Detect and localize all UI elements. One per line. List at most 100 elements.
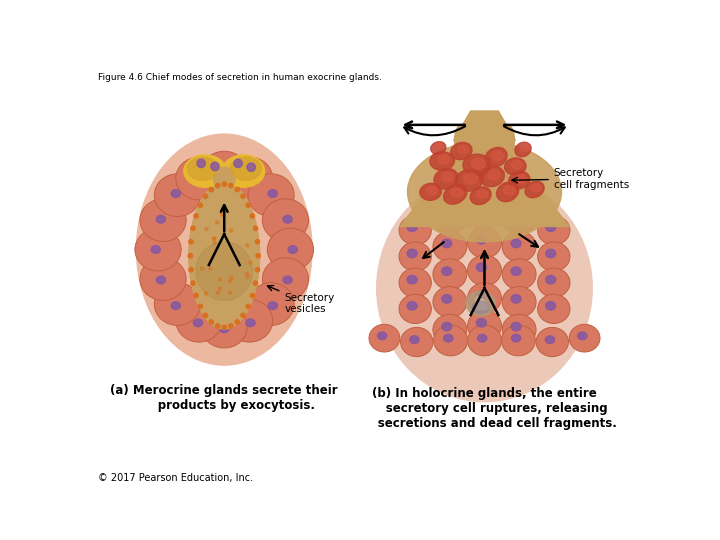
Ellipse shape [477,297,484,310]
Ellipse shape [505,158,526,175]
Ellipse shape [511,212,521,220]
Ellipse shape [477,208,487,216]
Circle shape [251,214,255,218]
Ellipse shape [154,282,200,326]
Ellipse shape [444,184,467,204]
Circle shape [213,237,216,240]
Polygon shape [400,142,570,226]
Ellipse shape [477,334,487,342]
Ellipse shape [485,147,507,167]
Text: (a) Merocrine glands secrete their
      products by exocytosis.: (a) Merocrine glands secrete their produ… [110,384,338,413]
Ellipse shape [399,268,431,298]
Circle shape [189,268,193,272]
Ellipse shape [400,327,433,356]
Ellipse shape [433,287,467,318]
Ellipse shape [442,322,451,331]
Ellipse shape [463,154,490,176]
Circle shape [220,213,223,216]
Ellipse shape [377,332,387,340]
Ellipse shape [521,145,528,151]
Ellipse shape [538,242,570,271]
Ellipse shape [408,142,562,242]
Ellipse shape [248,282,294,326]
Text: Secretory
vesicles: Secretory vesicles [268,286,335,314]
Ellipse shape [478,298,486,309]
Ellipse shape [420,184,441,200]
Ellipse shape [477,190,487,198]
Ellipse shape [503,231,536,262]
Ellipse shape [377,174,593,402]
Ellipse shape [442,239,451,248]
Ellipse shape [407,275,417,284]
FancyArrowPatch shape [404,126,465,136]
Circle shape [248,261,251,264]
Ellipse shape [407,223,417,232]
Ellipse shape [283,276,292,284]
Ellipse shape [135,228,181,271]
Ellipse shape [430,152,454,170]
Ellipse shape [171,302,181,309]
Ellipse shape [511,295,521,303]
Ellipse shape [511,161,522,169]
Circle shape [229,184,233,188]
Ellipse shape [227,157,273,200]
Ellipse shape [433,231,467,262]
Ellipse shape [438,155,450,164]
Text: Figure 4.6 Chief modes of secretion in human exocrine glands.: Figure 4.6 Chief modes of secretion in h… [98,72,382,82]
Ellipse shape [479,298,489,309]
Ellipse shape [492,151,503,160]
Ellipse shape [140,199,186,241]
Ellipse shape [431,141,446,154]
Ellipse shape [268,302,277,309]
Circle shape [246,203,251,207]
Ellipse shape [156,215,166,223]
Circle shape [251,293,255,298]
Ellipse shape [546,249,556,258]
FancyArrowPatch shape [504,126,564,136]
Ellipse shape [531,184,541,192]
Circle shape [205,227,208,231]
Circle shape [213,241,216,245]
Circle shape [209,320,213,324]
Circle shape [200,267,204,271]
Ellipse shape [546,301,556,310]
Ellipse shape [515,142,531,157]
Ellipse shape [222,155,265,187]
Ellipse shape [487,170,500,180]
Circle shape [209,267,212,271]
Circle shape [229,324,233,328]
Ellipse shape [503,314,536,345]
Ellipse shape [176,299,222,342]
Ellipse shape [194,172,202,180]
Ellipse shape [577,332,587,340]
Circle shape [246,275,249,279]
Circle shape [189,240,193,244]
Ellipse shape [230,157,261,180]
Circle shape [204,292,207,295]
Circle shape [246,272,248,275]
Ellipse shape [477,263,487,272]
Circle shape [194,293,198,298]
Circle shape [253,226,258,231]
Circle shape [218,287,222,290]
Ellipse shape [399,215,431,245]
Circle shape [188,254,192,258]
Ellipse shape [433,204,467,234]
Ellipse shape [369,325,400,352]
Circle shape [222,325,226,329]
Ellipse shape [464,173,477,184]
Circle shape [228,291,232,294]
Circle shape [191,226,195,231]
Ellipse shape [267,228,314,271]
Ellipse shape [246,319,255,327]
Ellipse shape [137,134,312,365]
Circle shape [256,254,260,258]
Ellipse shape [288,246,297,253]
Circle shape [241,313,246,318]
Ellipse shape [503,204,536,234]
Ellipse shape [467,310,501,341]
Ellipse shape [536,327,568,356]
Ellipse shape [436,143,444,150]
Ellipse shape [283,215,292,223]
Ellipse shape [227,299,273,342]
